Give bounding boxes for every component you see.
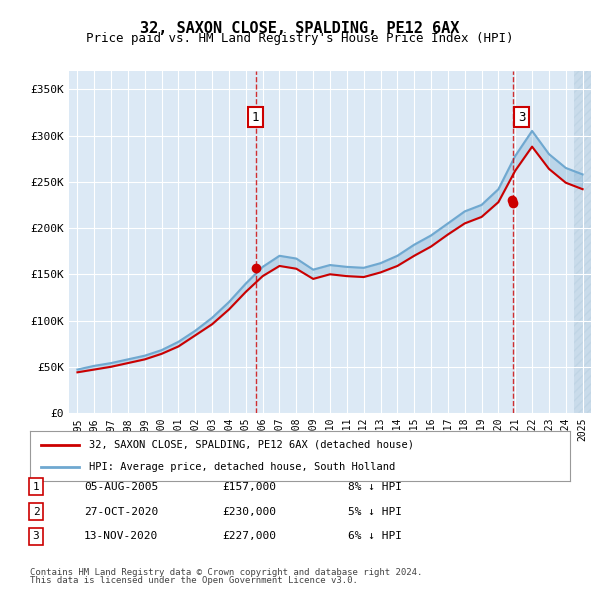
Text: 1: 1 xyxy=(32,482,40,491)
Text: 3: 3 xyxy=(32,532,40,541)
Text: £230,000: £230,000 xyxy=(222,507,276,516)
Text: 13-NOV-2020: 13-NOV-2020 xyxy=(84,532,158,541)
Text: 5% ↓ HPI: 5% ↓ HPI xyxy=(348,507,402,516)
Text: 6% ↓ HPI: 6% ↓ HPI xyxy=(348,532,402,541)
Text: 3: 3 xyxy=(518,110,525,123)
Text: 8% ↓ HPI: 8% ↓ HPI xyxy=(348,482,402,491)
Text: 32, SAXON CLOSE, SPALDING, PE12 6AX: 32, SAXON CLOSE, SPALDING, PE12 6AX xyxy=(140,21,460,35)
Text: This data is licensed under the Open Government Licence v3.0.: This data is licensed under the Open Gov… xyxy=(30,576,358,585)
Text: 2: 2 xyxy=(32,507,40,516)
Text: £157,000: £157,000 xyxy=(222,482,276,491)
Text: HPI: Average price, detached house, South Holland: HPI: Average price, detached house, Sout… xyxy=(89,462,395,472)
Text: 1: 1 xyxy=(252,110,259,123)
Text: Price paid vs. HM Land Registry's House Price Index (HPI): Price paid vs. HM Land Registry's House … xyxy=(86,32,514,45)
Text: 27-OCT-2020: 27-OCT-2020 xyxy=(84,507,158,516)
Text: £227,000: £227,000 xyxy=(222,532,276,541)
Text: 05-AUG-2005: 05-AUG-2005 xyxy=(84,482,158,491)
Text: Contains HM Land Registry data © Crown copyright and database right 2024.: Contains HM Land Registry data © Crown c… xyxy=(30,568,422,577)
Text: 32, SAXON CLOSE, SPALDING, PE12 6AX (detached house): 32, SAXON CLOSE, SPALDING, PE12 6AX (det… xyxy=(89,440,415,450)
